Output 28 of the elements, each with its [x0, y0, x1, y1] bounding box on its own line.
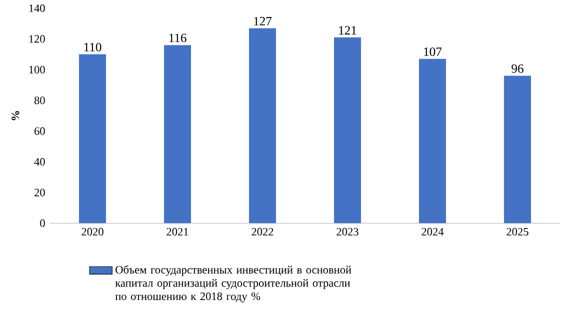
y-axis-title: % — [12, 111, 20, 120]
y-tick-label: 80 — [34, 96, 45, 104]
x-tick-label: 2022 — [252, 228, 274, 236]
y-tick-label: 100 — [29, 66, 45, 74]
bar — [334, 37, 361, 224]
data-label: 110 — [84, 42, 102, 52]
x-tick-label: 2024 — [422, 228, 444, 236]
x-tick-label: 2023 — [336, 228, 358, 236]
x-tick-label: 2021 — [166, 228, 188, 236]
bar — [164, 44, 191, 224]
y-tick-label: 60 — [34, 127, 45, 135]
x-tick-label: 2020 — [82, 228, 104, 236]
y-tick-label: 120 — [29, 35, 45, 43]
y-tick-label: 20 — [34, 188, 45, 196]
y-tick-label: 140 — [29, 4, 45, 12]
x-tick-label: 2025 — [506, 228, 528, 236]
data-label: 107 — [424, 47, 442, 56]
y-tick-label: 40 — [34, 158, 45, 166]
data-label: 121 — [339, 26, 356, 34]
data-label: 116 — [169, 34, 186, 42]
y-tick-label: 0 — [40, 219, 45, 227]
bar — [79, 54, 106, 224]
data-label: 96 — [512, 64, 524, 73]
bar — [504, 76, 531, 224]
bar — [418, 58, 446, 224]
data-label: 127 — [254, 16, 272, 26]
legend-label: Объем государственных инвестиций в основной капитал организаций судостроительной отрасли по отношению к 2018 году % — [115, 265, 352, 302]
bar — [249, 28, 276, 224]
